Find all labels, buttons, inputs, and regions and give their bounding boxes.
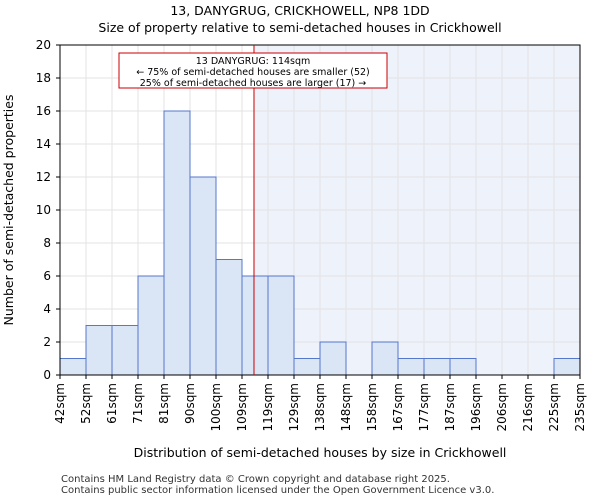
- x-tick-label: 138sqm: [313, 383, 327, 431]
- histogram-bar: [215, 259, 243, 376]
- y-axis-label: Number of semi-detached properties: [1, 95, 16, 326]
- footer-licence: Contains public sector information licen…: [61, 485, 495, 496]
- y-tick-label: 8: [43, 236, 51, 250]
- histogram-bar: [85, 325, 113, 376]
- annotation-smaller: ← 75% of semi-detached houses are smalle…: [136, 67, 370, 78]
- x-tick-label: 61sqm: [105, 383, 119, 424]
- x-tick-label: 100sqm: [209, 383, 223, 431]
- y-tick-label: 0: [43, 368, 51, 382]
- histogram-bar: [189, 176, 217, 376]
- x-tick-label: 187sqm: [443, 383, 457, 431]
- annotation-box: [118, 52, 388, 89]
- y-tick-label: 4: [43, 302, 51, 316]
- x-tick-label: 206sqm: [495, 383, 509, 431]
- x-tick-label: 148sqm: [339, 383, 353, 431]
- x-tick-label: 119sqm: [261, 383, 275, 431]
- chart-title: 13, DANYGRUG, CRICKHOWELL, NP8 1DD: [170, 3, 430, 18]
- y-tick-label: 10: [36, 203, 51, 217]
- y-tick-label: 6: [43, 269, 51, 283]
- histogram-bar: [267, 275, 295, 376]
- y-tick-label: 20: [36, 38, 51, 52]
- x-tick-label: 235sqm: [573, 383, 587, 431]
- chart-subtitle: Size of property relative to semi-detach…: [98, 20, 502, 35]
- histogram-bar: [111, 325, 139, 376]
- x-tick-label: 42sqm: [53, 383, 67, 424]
- x-axis-label: Distribution of semi-detached houses by …: [134, 445, 507, 460]
- x-tick-label: 177sqm: [417, 383, 431, 431]
- histogram-bar: [371, 341, 399, 376]
- y-tick-label: 14: [36, 137, 51, 151]
- x-tick-label: 158sqm: [365, 383, 379, 431]
- x-tick-label: 196sqm: [469, 383, 483, 431]
- x-tick-label: 129sqm: [287, 383, 301, 431]
- annotation-larger: 25% of semi-detached houses are larger (…: [140, 78, 367, 89]
- histogram-bar: [553, 358, 581, 376]
- y-tick-label: 18: [36, 71, 51, 85]
- histogram-bar: [163, 110, 191, 376]
- histogram-bar: [59, 358, 87, 376]
- histogram-bar: [397, 358, 425, 376]
- histogram-bar: [449, 358, 477, 376]
- x-tick-label: 167sqm: [391, 383, 405, 431]
- x-tick-label: 109sqm: [235, 383, 249, 431]
- histogram-bar: [423, 358, 451, 376]
- histogram-bar: [319, 341, 347, 376]
- histogram-bar: [293, 358, 321, 376]
- histogram-bar: [241, 275, 269, 376]
- x-tick-label: 216sqm: [521, 383, 535, 431]
- y-tick-label: 16: [36, 104, 51, 118]
- x-tick-label: 52sqm: [79, 383, 93, 424]
- y-tick-label: 12: [36, 170, 51, 184]
- x-tick-label: 90sqm: [183, 383, 197, 424]
- y-tick-label: 2: [43, 335, 51, 349]
- histogram-bar: [137, 275, 165, 376]
- x-tick-label: 81sqm: [157, 383, 171, 424]
- footer-copyright: Contains HM Land Registry data © Crown c…: [61, 474, 450, 485]
- annotation-title: 13 DANYGRUG: 114sqm: [196, 56, 311, 67]
- x-tick-label: 71sqm: [131, 383, 145, 424]
- x-tick-label: 225sqm: [547, 383, 561, 431]
